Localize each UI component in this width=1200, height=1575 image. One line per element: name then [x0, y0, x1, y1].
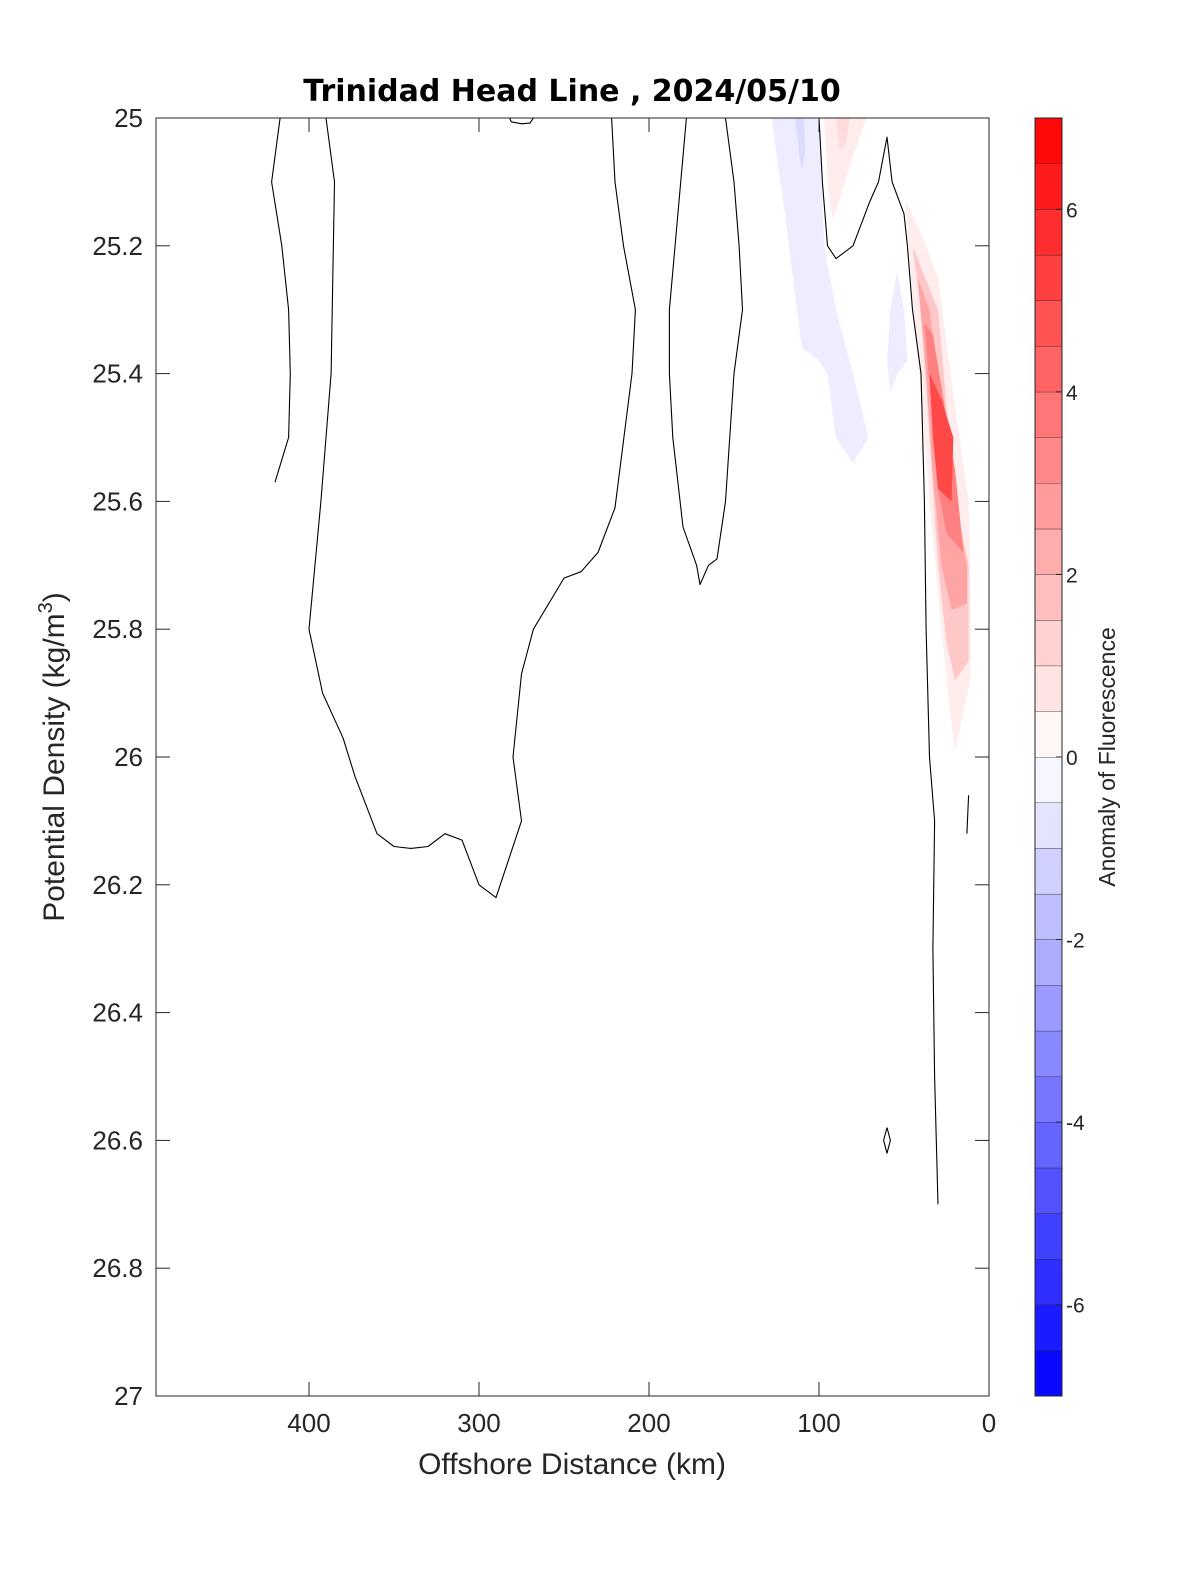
zero-contour-5: [966, 795, 970, 834]
y-tick-label: 25.8: [92, 614, 143, 644]
x-tick-label: 300: [457, 1408, 500, 1438]
x-tick-label: 200: [627, 1408, 670, 1438]
colorbar-tick-label: -2: [1066, 930, 1085, 953]
y-tick-label: 27: [114, 1381, 143, 1411]
colorbar-band: [1035, 1030, 1062, 1077]
y-axis-title: Potential Density (kg/m3): [35, 592, 71, 922]
colorbar-band: [1035, 985, 1062, 1031]
anomaly-region-2: [887, 271, 908, 393]
colorbar-band: [1035, 848, 1062, 894]
x-tick-label: 100: [797, 1408, 840, 1438]
x-axis-title: Offshore Distance (km): [418, 1448, 726, 1481]
x-tick-label: 0: [982, 1408, 996, 1438]
colorbar-band: [1035, 893, 1062, 940]
zero-contour-2: [509, 118, 534, 125]
x-tick-label: 400: [287, 1408, 330, 1438]
colorbar-band: [1035, 1350, 1062, 1396]
zero-contour-4: [818, 118, 939, 1205]
y-tick-label: 26.8: [92, 1253, 143, 1283]
colorbar-band: [1035, 483, 1062, 529]
y-tick-label: 25.4: [92, 359, 143, 389]
colorbar: -6 -4 -2 0 2 4 6: [1034, 117, 1085, 1397]
y-tick-label: 26.6: [92, 1125, 143, 1155]
y-tick-label: 25.2: [92, 231, 143, 261]
colorbar-band: [1035, 300, 1062, 347]
colorbar-tick-label: -4: [1066, 1112, 1085, 1135]
colorbar-tick-label: 6: [1066, 199, 1078, 222]
anomaly-region-0: [771, 118, 869, 464]
colorbar-band: [1035, 346, 1062, 392]
anomaly-region-1: [795, 118, 806, 170]
y-axis-title-close: ): [38, 592, 71, 602]
colorbar-ticks: -6 -4 -2 0 2 4 6: [1056, 199, 1085, 1318]
anomaly-region-3: [824, 118, 867, 221]
colorbar-band: [1035, 802, 1062, 849]
colorbar-band: [1035, 1076, 1062, 1123]
colorbar-bands: [1035, 117, 1062, 1396]
colorbar-band: [1035, 163, 1062, 210]
y-axis: 25 25.2 25.4 25.6 25.8 26 26.2 26.4 26.6 26.8 27: [92, 103, 989, 1411]
zero-contour-6: [883, 1127, 891, 1154]
colorbar-tick-label: -6: [1066, 1295, 1085, 1318]
colorbar-band: [1035, 665, 1062, 712]
anomaly-region-9: [929, 373, 954, 502]
colorbar-band: [1035, 437, 1062, 484]
chart-title: Trinidad Head Line , 2024/05/10: [303, 74, 840, 109]
anomaly-region-4: [836, 118, 850, 150]
y-tick-label: 25.6: [92, 486, 143, 516]
zero-contour-0: [271, 118, 291, 483]
colorbar-band: [1035, 254, 1062, 301]
colorbar-band: [1035, 939, 1062, 986]
zero-contours: [271, 118, 970, 1205]
colorbar-tick-label: 4: [1066, 382, 1078, 405]
zero-contour-1: [308, 118, 636, 899]
colorbar-band: [1035, 620, 1062, 666]
y-axis-title-superscript: 3: [35, 602, 57, 613]
colorbar-title: Anomaly of Fluorescence: [1094, 627, 1120, 887]
colorbar-band: [1035, 1213, 1062, 1260]
zero-contour-3: [668, 118, 744, 586]
colorbar-band: [1035, 391, 1062, 438]
y-tick-label: 25: [114, 103, 143, 133]
y-tick-label: 26.4: [92, 998, 143, 1028]
colorbar-band: [1035, 1122, 1062, 1168]
anomaly-fills: [771, 118, 971, 751]
colorbar-band: [1035, 118, 1062, 164]
x-axis: 400 300 200 100 0: [287, 118, 996, 1438]
colorbar-band: [1035, 1259, 1062, 1305]
y-axis-title-main: Potential Density (kg/m: [38, 613, 71, 921]
colorbar-band: [1035, 209, 1062, 255]
y-tick-label: 26.2: [92, 870, 143, 900]
colorbar-band: [1035, 711, 1062, 757]
colorbar-band: [1035, 528, 1062, 575]
colorbar-band: [1035, 1304, 1062, 1351]
colorbar-tick-label: 0: [1066, 747, 1078, 770]
plot-background: [156, 118, 989, 1396]
colorbar-band: [1035, 1167, 1062, 1214]
colorbar-band: [1035, 574, 1062, 621]
y-tick-label: 26: [114, 742, 143, 772]
colorbar-tick-label: 2: [1066, 564, 1078, 587]
plot-area: 400 300 200 100 0 25 25.2 25.4 25.6 25.8 26 26.2 26…: [92, 103, 996, 1438]
colorbar-band: [1035, 757, 1062, 803]
